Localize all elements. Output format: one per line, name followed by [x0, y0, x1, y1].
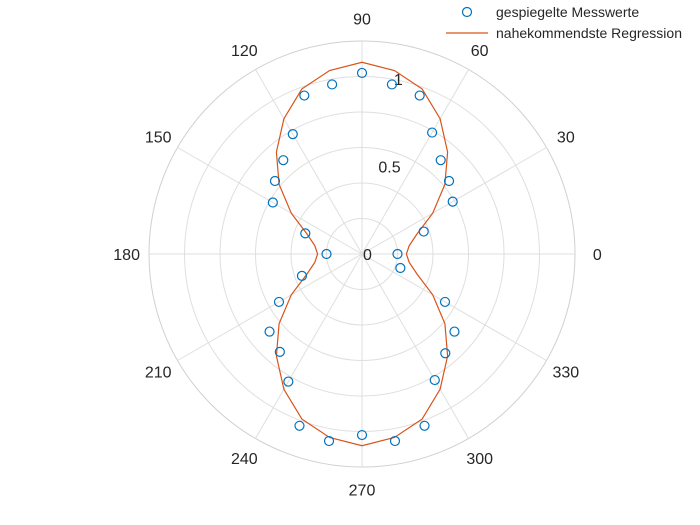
angle-tick-label: 150 [145, 129, 172, 146]
grid-spoke [361, 69, 469, 255]
measurement-point [274, 346, 285, 358]
measurement-point [443, 175, 455, 187]
measurement-point [283, 376, 294, 387]
angle-tick-label: 0 [593, 247, 602, 264]
measurement-point [273, 296, 285, 308]
legend-background [444, 0, 700, 44]
radial-tick-label: 1 [394, 72, 403, 89]
angle-tick-labels: 0 30 60 90 120 150 180 210 240 270 300 330 [113, 12, 602, 500]
measurement-point [321, 248, 332, 260]
measurement-markers-layer [264, 67, 460, 447]
measurement-point [418, 226, 429, 237]
measurement-point [300, 228, 311, 239]
measurement-point [395, 262, 406, 274]
angle-tick-label: 330 [552, 365, 579, 382]
radial-tick-label: 0 [363, 247, 372, 264]
measurement-point [427, 127, 438, 138]
grid-spoke [255, 69, 363, 255]
legend: gespiegelte Messwerte nahekommendste Reg… [444, 0, 700, 44]
angle-tick-label: 180 [113, 247, 140, 264]
angle-tick-label: 60 [471, 43, 489, 60]
legend-marker-icon [461, 6, 473, 18]
measurement-point [287, 128, 298, 140]
measurement-point [299, 90, 310, 101]
measurement-point [435, 155, 446, 166]
measurement-point [439, 296, 451, 308]
radial-tick-labels: 00.51 [363, 72, 403, 264]
measurement-point [392, 248, 403, 260]
measurement-point [278, 155, 289, 166]
measurement-point [429, 374, 440, 386]
measurement-point [414, 90, 425, 101]
grid-spoke [177, 147, 363, 255]
measurement-point [356, 429, 368, 441]
angle-tick-label: 210 [145, 365, 172, 382]
measurement-point [440, 348, 451, 359]
measurement-point [389, 435, 401, 447]
grid-spoke [361, 147, 547, 255]
grid-spoke [361, 253, 547, 361]
polar-grid [148, 40, 576, 468]
grid-spoke [255, 253, 363, 439]
angle-tick-label: 270 [349, 482, 376, 499]
legend-entry-regression: nahekommendste Regression [496, 25, 682, 41]
measurement-point [327, 79, 338, 90]
angle-tick-label: 120 [231, 43, 258, 60]
measurement-point [356, 67, 368, 79]
grid-spoke [177, 253, 363, 361]
angle-tick-label: 240 [231, 451, 258, 468]
measurement-point [269, 175, 281, 187]
measurement-point [264, 326, 275, 337]
measurement-point [386, 79, 397, 90]
measurement-point [419, 420, 430, 431]
measurement-point [447, 196, 458, 207]
measurement-point [296, 270, 308, 281]
measurement-point [323, 435, 335, 447]
measurement-point [294, 420, 305, 431]
measurement-point [449, 326, 460, 337]
regression-line [275, 61, 449, 447]
legend-entry-measurements: gespiegelte Messwerte [496, 4, 639, 20]
grid-spoke [361, 253, 469, 439]
angle-tick-label: 90 [353, 12, 371, 29]
measurement-point [267, 197, 278, 208]
angle-tick-label: 300 [466, 451, 493, 468]
regression-line-layer [275, 61, 449, 447]
radial-tick-label: 0.5 [378, 160, 400, 177]
angle-tick-label: 30 [557, 129, 575, 146]
